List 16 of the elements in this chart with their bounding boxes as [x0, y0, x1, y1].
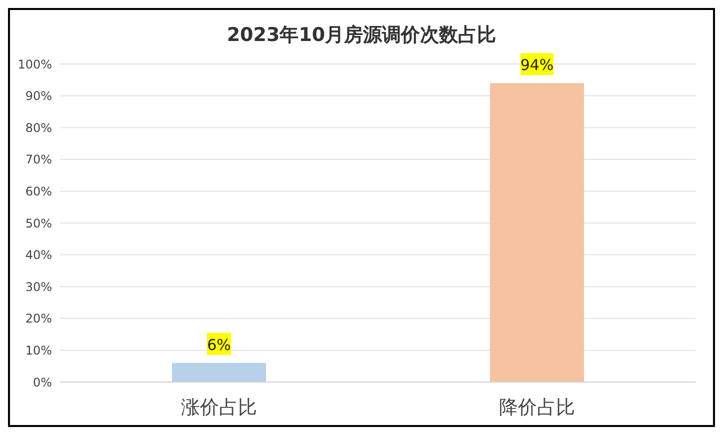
y-tick-label: 90% [25, 89, 52, 104]
y-tick-label: 50% [25, 216, 52, 230]
y-tick-label: 40% [25, 248, 52, 262]
x-tick-label: 降价占比 [499, 396, 575, 418]
data-label: 6% [207, 336, 231, 354]
y-tick-label: 10% [25, 343, 52, 358]
data-label: 94% [520, 56, 554, 74]
y-tick-label: 20% [25, 312, 52, 326]
y-tick-label: 100% [18, 57, 52, 72]
y-tick-label: 60% [25, 184, 52, 198]
y-tick-label: 30% [25, 280, 52, 294]
chart-title: 2023年10月房源调价次数占比 [226, 23, 498, 48]
y-tick-label: 0% [32, 375, 52, 390]
y-tick-label: 70% [25, 152, 52, 167]
y-tick-label: 80% [25, 120, 52, 135]
x-tick-label: 涨价占比 [181, 396, 257, 418]
